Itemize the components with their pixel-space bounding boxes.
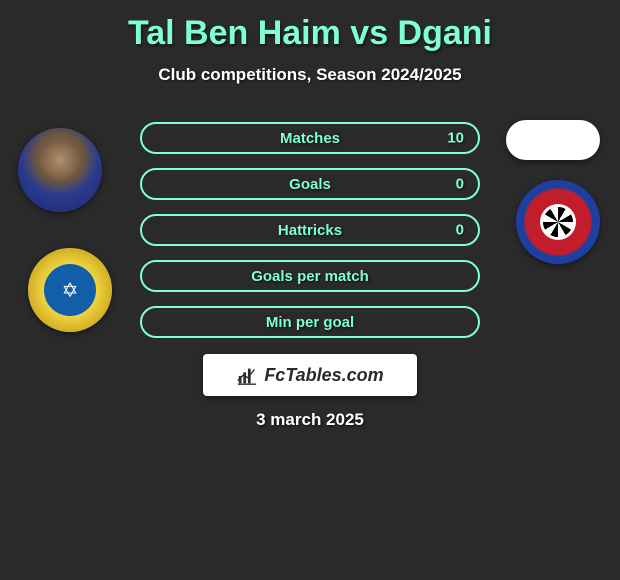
stat-label: Hattricks (278, 222, 342, 239)
stat-value-right: 0 (456, 176, 464, 193)
brand-text: FcTables.com (264, 365, 383, 386)
stat-value-right: 10 (447, 130, 464, 147)
chart-icon (236, 364, 258, 386)
stat-row: Hattricks 0 (140, 214, 480, 246)
stat-label: Min per goal (266, 314, 354, 331)
stat-label: Goals (289, 176, 331, 193)
date-text: 3 march 2025 (0, 410, 620, 430)
brand-badge: FcTables.com (203, 354, 417, 396)
stat-value-right: 0 (456, 222, 464, 239)
stat-label: Matches (280, 130, 340, 147)
page-title: Tal Ben Haim vs Dgani (0, 0, 620, 53)
stat-row: Min per goal (140, 306, 480, 338)
stat-row: Goals 0 (140, 168, 480, 200)
subtitle: Club competitions, Season 2024/2025 (0, 65, 620, 85)
star-icon: ✡ (44, 264, 96, 316)
stat-label: Goals per match (251, 268, 369, 285)
player-left-avatar (18, 128, 102, 212)
player-right-club-badge (516, 180, 600, 264)
stat-row: Goals per match (140, 260, 480, 292)
player-left-club-badge: ✡ (28, 248, 112, 332)
stat-row: Matches 10 (140, 122, 480, 154)
player-right-avatar (506, 120, 600, 160)
stats-rows: Matches 10 Goals 0 Hattricks 0 Goals per… (140, 122, 480, 352)
